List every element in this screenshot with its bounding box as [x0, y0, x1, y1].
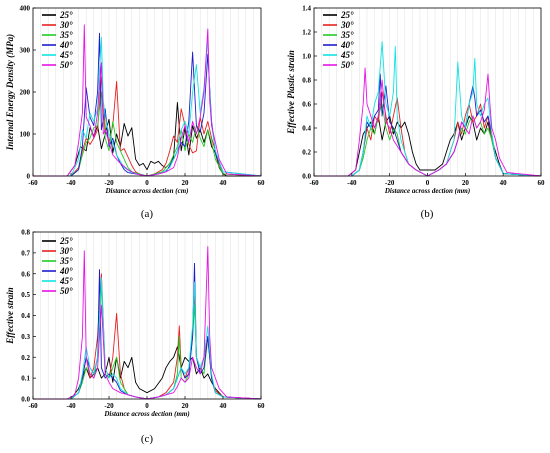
x-axis-label: Distance across dection (cm) [104, 187, 188, 195]
x-axis-label: Distance across dection (mm) [103, 410, 189, 418]
legend: 25°30°35°40°45°50° [42, 236, 73, 296]
x-tick-label: -20 [104, 179, 114, 187]
x-tick-label: -40 [66, 179, 76, 187]
x-tick-label: 60 [258, 179, 266, 187]
x-tick-label: 40 [500, 179, 508, 187]
x-tick-label: -60 [28, 402, 38, 410]
legend-label: 40° [340, 40, 354, 50]
y-tick-label: 300 [20, 47, 31, 55]
legend-label: 30° [59, 20, 73, 30]
y-tick-label: 0.6 [302, 101, 311, 109]
x-tick-label: -60 [28, 179, 38, 187]
y-tick-label: 0.4 [21, 312, 30, 320]
legend-label: 35° [59, 30, 73, 40]
legend-label: 50° [60, 286, 73, 296]
y-tick-label: 100 [20, 131, 31, 139]
y-tick-label: 0.0 [302, 173, 311, 181]
legend-label: 40° [59, 40, 73, 50]
y-tick-label: 400 [20, 5, 31, 13]
legend-label: 50° [341, 60, 354, 70]
legend-label: 45° [340, 50, 354, 60]
y-axis-label: Effective strain [5, 287, 15, 345]
x-axis-label: Distance across dection (mm) [384, 187, 470, 195]
y-tick-label: 0.1 [21, 375, 30, 383]
y-tick-label: 0.2 [302, 149, 311, 157]
y-tick-label: 0.8 [302, 77, 311, 85]
y-tick-label: 1.2 [302, 29, 311, 37]
x-tick-label: 40 [220, 402, 228, 410]
legend: 25°30°35°40°45°50° [323, 10, 354, 70]
y-tick-label: 0.5 [21, 291, 30, 299]
y-tick-label: 0.4 [302, 125, 311, 133]
x-tick-label: 60 [538, 179, 546, 187]
x-tick-label: -20 [104, 402, 114, 410]
y-tick-label: 200 [20, 89, 31, 97]
y-tick-label: 0.8 [21, 229, 30, 237]
x-tick-label: 20 [462, 179, 470, 187]
legend-label: 45° [59, 50, 73, 60]
chart-panel-2: -60 -40 -20 0 20 40 60 0.0 0.2 0.4 0.6 0.8 1.0 1.2 1.4… [286, 5, 545, 221]
y-tick-label: 0.7 [21, 249, 30, 257]
panel-label: (c) [141, 433, 154, 445]
y-tick-label: 0.3 [21, 333, 30, 341]
x-tick-label: 60 [258, 402, 266, 410]
y-tick-label: 0.2 [21, 354, 30, 362]
y-tick-label: 0.6 [21, 270, 30, 278]
legend: 25°30°35°40°45°50° [42, 10, 73, 70]
legend-label: 35° [340, 30, 354, 40]
y-axis-label: Effective Plastic strain [286, 50, 296, 135]
panel-label: (b) [421, 208, 434, 220]
x-tick-label: 0 [426, 179, 430, 187]
y-tick-label: 1.0 [302, 53, 311, 61]
y-axis-label: Internal Energy Density (MPa) [5, 34, 15, 151]
x-tick-label: -60 [309, 179, 319, 187]
x-tick-label: 20 [182, 179, 190, 187]
y-tick-label: 1.4 [302, 5, 311, 13]
x-tick-label: -40 [66, 402, 76, 410]
legend-label: 35° [59, 256, 73, 266]
panel-label: (a) [141, 208, 154, 220]
legend-label: 25° [340, 10, 354, 20]
chart-panel-1: -60 -40 -20 0 20 40 60 0 100 200 300 400 Distance ac… [5, 5, 265, 221]
series-line-6 [33, 246, 262, 400]
legend-label: 30° [340, 20, 354, 30]
x-tick-label: -20 [385, 179, 395, 187]
legend-label: 25° [59, 10, 73, 20]
legend-label: 50° [60, 60, 73, 70]
x-tick-label: 40 [220, 179, 228, 187]
y-tick-label: 0 [27, 173, 31, 181]
x-tick-label: 0 [145, 402, 149, 410]
x-tick-label: 20 [182, 402, 190, 410]
y-tick-label: 0.0 [21, 396, 30, 404]
legend-label: 25° [59, 236, 73, 246]
legend-label: 30° [59, 246, 73, 256]
legend-label: 45° [59, 276, 73, 286]
chart-panel-3: -60 -40 -20 0 20 40 60 0.0 0.1 0.2 0.3 0.4 0.5 0.6 0.7… [5, 229, 265, 446]
x-tick-label: -40 [347, 179, 357, 187]
x-tick-label: 0 [145, 179, 149, 187]
legend-label: 40° [59, 266, 73, 276]
series-line-6 [314, 67, 542, 177]
